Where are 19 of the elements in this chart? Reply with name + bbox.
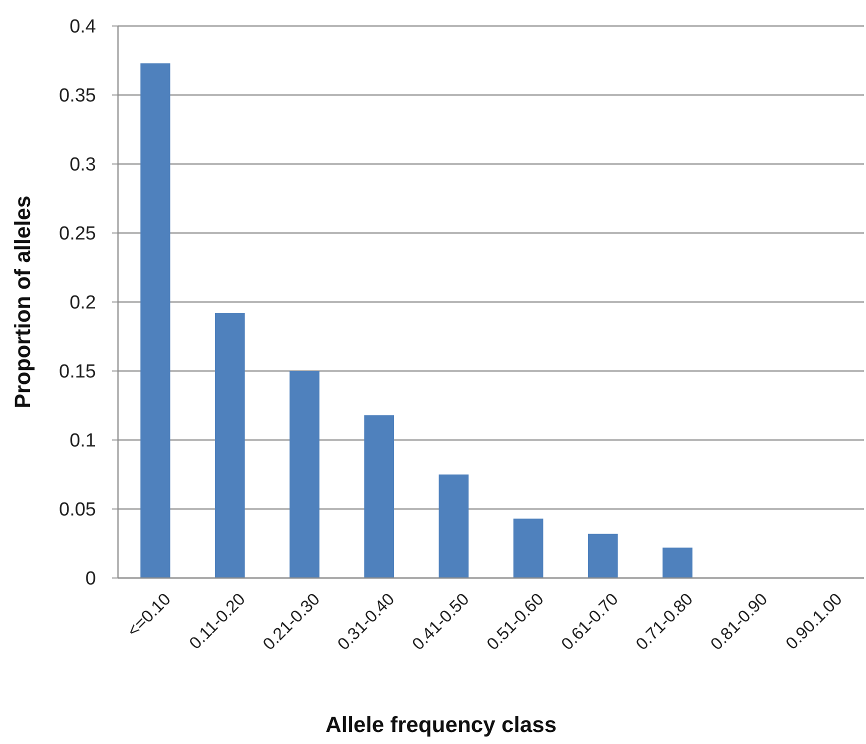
- bar: [214, 313, 245, 578]
- y-tick-label: 0.4: [70, 16, 96, 38]
- y-tick-label: 0.05: [59, 500, 96, 521]
- bar: [364, 415, 394, 578]
- y-tick-label: 0.1: [70, 430, 96, 452]
- y-axis-title: Proportion of alleles: [10, 196, 35, 408]
- x-axis-title: Allele frequency class: [325, 712, 557, 737]
- y-tick-label: 0.25: [59, 224, 96, 245]
- bar: [140, 63, 170, 578]
- y-tick-label: 0.15: [59, 362, 96, 383]
- bar: [438, 474, 469, 578]
- y-tick-label: 0.2: [70, 292, 96, 314]
- y-tick-label: 0.35: [59, 86, 96, 107]
- bar: [290, 371, 320, 578]
- y-tick-label: 0: [85, 568, 96, 590]
- bar: [513, 518, 544, 578]
- bar: [588, 534, 618, 578]
- bar: [662, 548, 692, 578]
- y-tick-label: 0.3: [70, 154, 96, 176]
